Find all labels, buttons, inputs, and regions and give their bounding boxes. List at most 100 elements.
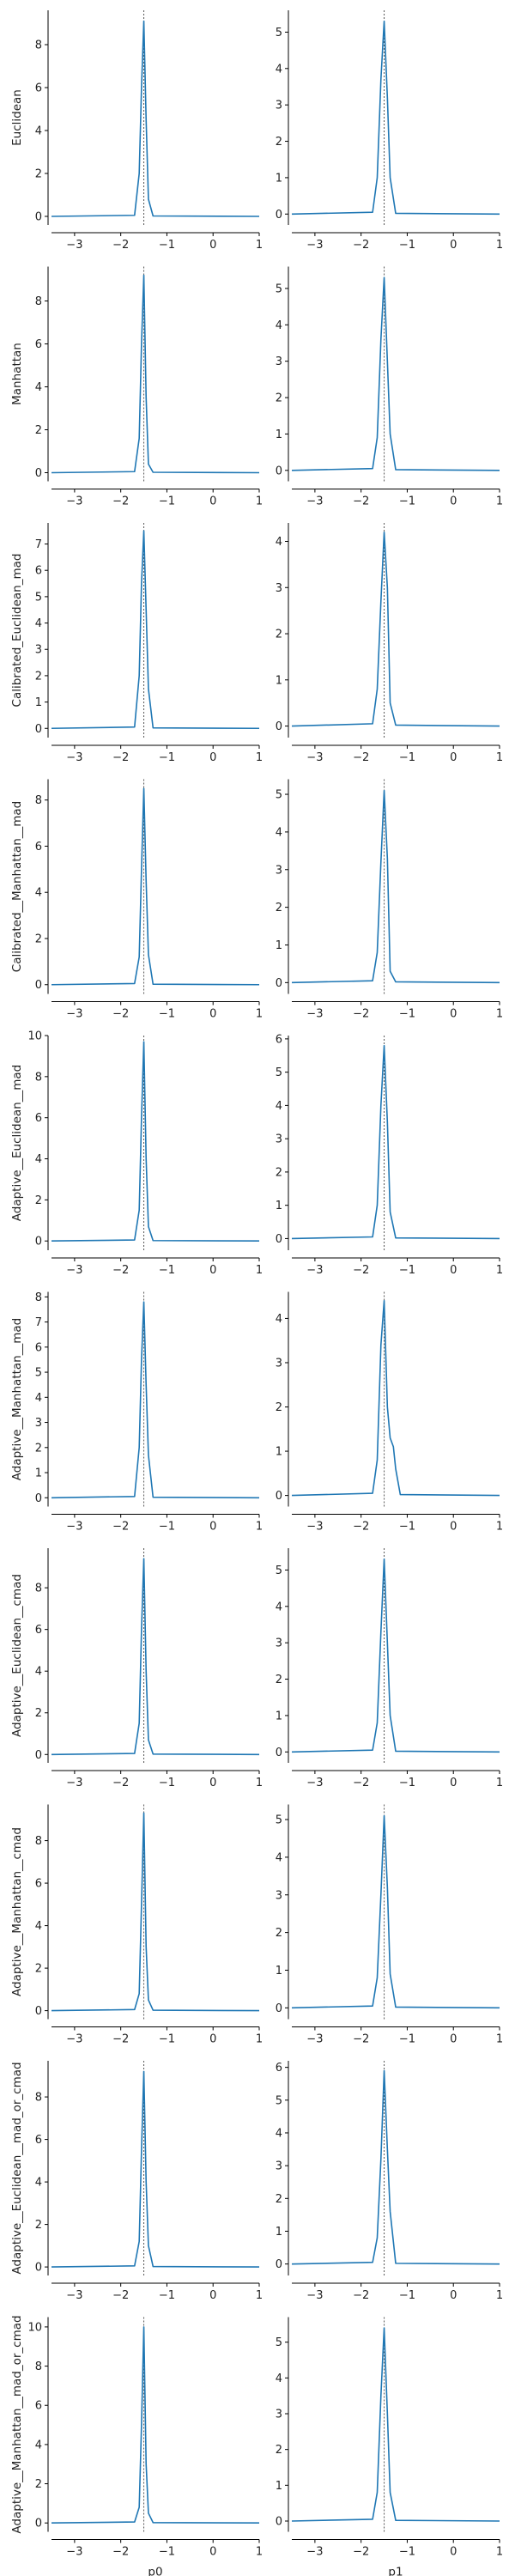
y-tick-label: 4 (276, 1851, 282, 1864)
x-tick-label: −2 (353, 751, 369, 764)
density-line (291, 1558, 500, 1753)
x-tick-label: −1 (159, 2546, 175, 2559)
y-tick-label: 3 (276, 1133, 282, 1146)
x-tick-label: 0 (209, 2033, 216, 2046)
x-tick-label: 0 (450, 1264, 457, 1277)
y-tick-label: 8 (35, 1835, 42, 1848)
y-tick-label: 4 (276, 1601, 282, 1613)
y-tick-label: 6 (35, 338, 42, 351)
x-tick-label: 1 (496, 495, 503, 508)
x-tick-label: 0 (450, 2289, 457, 2302)
y-tick-label: 1 (276, 172, 282, 185)
panel-p0-5: 0 2 4 6 8 10 −3 −2 −1 0 1 Adaptive__Euclidean__mad (10, 1030, 263, 1278)
y-tick-label: 1 (276, 1200, 282, 1212)
x-tick-label: −1 (159, 1264, 175, 1277)
panel-p0-2: 0 2 4 6 8 −3 −2 −1 0 1 Manhattan (10, 266, 263, 508)
y-tick-label: 8 (35, 39, 42, 52)
x-tick-label: −2 (112, 2546, 129, 2559)
x-tick-label: −2 (353, 1521, 369, 1534)
x-tick-label: 1 (496, 2546, 503, 2559)
y-tick-label: 2 (35, 2219, 42, 2232)
row-ylabel: Adaptive__Euclidean__cmad (10, 1574, 24, 1737)
density-line (51, 1301, 260, 1499)
y-tick-label: 5 (276, 1814, 282, 1827)
y-tick-label: 5 (35, 591, 42, 604)
y-tick-label: 2 (276, 136, 282, 149)
y-tick-label: 2 (276, 1401, 282, 1414)
y-tick-label: 0 (276, 2258, 282, 2271)
x-tick-label: 0 (209, 2546, 216, 2559)
x-tick-label: −1 (399, 2289, 415, 2302)
x-tick-label: −1 (159, 495, 175, 508)
y-tick-label: 0 (35, 1492, 42, 1505)
y-tick-label: 2 (276, 1166, 282, 1179)
y-tick-label: 2 (276, 629, 282, 641)
y-tick-label: 4 (35, 1153, 42, 1166)
x-tick-label: −1 (399, 239, 415, 252)
y-tick-label: 4 (276, 63, 282, 76)
x-tick-label: 0 (209, 2289, 216, 2302)
y-tick-label: 6 (276, 2062, 282, 2075)
row-ylabel: Adaptive__Manhattan__mad (10, 1318, 24, 1480)
panel-p0-4: 0 2 4 6 8 −3 −2 −1 0 1 Calibrated__Manhattan__mad (10, 779, 263, 1021)
panel-p0-8: 0 2 4 6 8 −3 −2 −1 0 1 Adaptive__Manhattan__cmad (10, 1804, 263, 2046)
density-line (51, 1812, 260, 2012)
density-line (291, 2069, 500, 2265)
density-line (291, 2327, 500, 2522)
y-tick-label: 2 (276, 1927, 282, 1940)
y-tick-label: 2 (35, 1442, 42, 1455)
x-tick-label: −1 (159, 2033, 175, 2046)
x-tick-label: −2 (112, 1777, 129, 1789)
x-tick-label: −3 (306, 1777, 323, 1789)
x-tick-label: 1 (496, 751, 503, 764)
y-tick-label: 6 (276, 1033, 282, 1046)
x-tick-label: −1 (159, 1521, 175, 1534)
x-tick-label: −1 (159, 1777, 175, 1789)
x-tick-label: −3 (66, 1777, 82, 1789)
y-tick-label: 0 (276, 209, 282, 222)
x-tick-label: −3 (306, 1264, 323, 1277)
y-tick-label: 2 (35, 1707, 42, 1720)
panel-p0-6: 0 1 2 3 4 5 6 7 8 −3 −2 −1 0 1 Adaptive__Manhattan__ma… (10, 1291, 263, 1534)
y-tick-label: 0 (276, 977, 282, 990)
y-tick-label: 1 (276, 428, 282, 441)
x-tick-label: −1 (399, 1264, 415, 1277)
row-ylabel: Calibrated__Manhattan__mad (10, 801, 24, 972)
y-tick-label: 4 (35, 2177, 42, 2190)
density-line (51, 530, 260, 730)
density-line (51, 1041, 260, 1242)
y-tick-label: 4 (276, 536, 282, 549)
x-tick-label: −3 (306, 751, 323, 764)
y-tick-label: 2 (35, 2478, 42, 2491)
y-tick-label: 3 (276, 864, 282, 877)
x-tick-label: −2 (112, 495, 129, 508)
x-tick-label: 1 (256, 1521, 263, 1534)
y-tick-label: 6 (35, 841, 42, 854)
y-tick-label: 6 (35, 82, 42, 95)
y-tick-label: 0 (276, 720, 282, 733)
x-tick-label: −3 (306, 2546, 323, 2559)
y-tick-label: 0 (276, 1233, 282, 1246)
y-tick-label: 0 (276, 1747, 282, 1759)
y-tick-label: 0 (35, 211, 42, 224)
x-tick-label: −2 (353, 239, 369, 252)
y-tick-label: 2 (35, 168, 42, 181)
density-line (291, 276, 500, 471)
y-tick-label: 1 (276, 674, 282, 687)
x-tick-label: 1 (256, 751, 263, 764)
y-tick-label: 0 (35, 2262, 42, 2275)
x-tick-label: −2 (112, 1008, 129, 1021)
x-tick-label: 1 (496, 1264, 503, 1277)
x-tick-label: −2 (353, 1264, 369, 1277)
panel-p1-5: 0 1 2 3 4 5 6 −3 −2 −1 0 1 (276, 1033, 503, 1277)
x-tick-label: 0 (209, 1008, 216, 1021)
x-tick-label: 1 (256, 1264, 263, 1277)
y-tick-label: 6 (35, 1624, 42, 1637)
y-tick-label: 4 (35, 887, 42, 900)
panel-p1-8: 0 1 2 3 4 5 −3 −2 −1 0 1 (276, 1804, 503, 2046)
y-tick-label: 4 (35, 617, 42, 630)
density-line (291, 1044, 500, 1240)
y-tick-label: 1 (35, 696, 42, 709)
y-tick-label: 4 (276, 1313, 282, 1326)
